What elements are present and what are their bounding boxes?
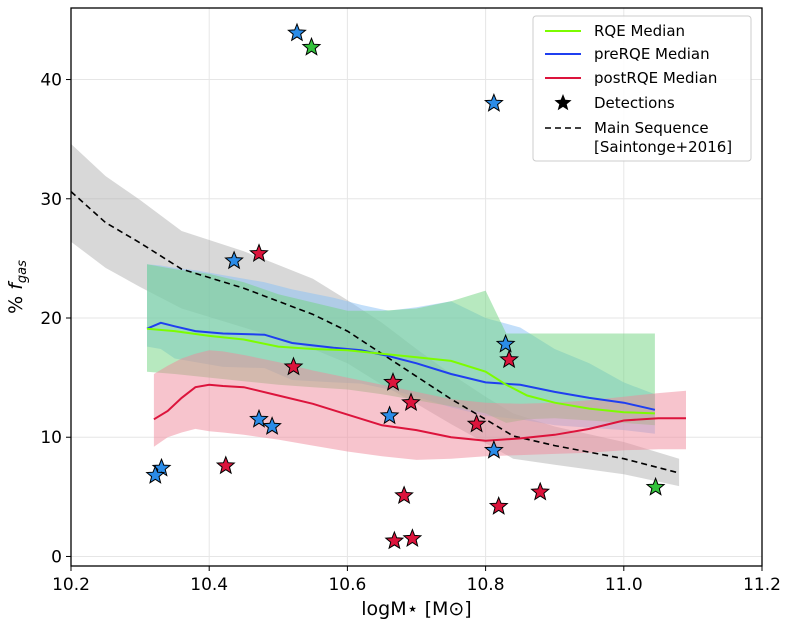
detection-star [384,530,405,550]
detection-star [145,465,166,484]
y-axis-label: % fgas [5,260,30,314]
y-tick-label: 30 [40,190,62,210]
band-rqe-median [147,264,655,426]
x-tick-label: 11.0 [605,575,643,595]
detection-star [287,22,307,42]
detection-star [224,250,244,270]
detection-star [301,36,322,56]
x-tick-label: 10.8 [467,575,505,595]
x-tick-label: 10.2 [52,575,90,595]
y-tick-label: 10 [40,428,62,448]
x-tick-label: 11.2 [743,575,781,595]
band-main-sequence-saintonge-2016- [71,143,680,487]
line-rqe-median [146,327,655,415]
detection-star [483,93,504,112]
legend-label: postRQE Median [594,69,717,87]
band-postrqe-median [153,350,686,460]
detection-stars [145,22,666,550]
legend-label: preRQE Median [594,45,710,63]
legend-star [554,94,572,111]
detection-star [249,408,269,428]
legend-box [532,15,752,162]
plot-frame [70,7,763,567]
median-bands [71,143,686,487]
detection-star [530,481,550,501]
median-lines [70,191,686,474]
detection-star [401,392,421,411]
x-tick-label: 10.6 [328,575,366,595]
detection-star [483,439,504,459]
detection-star [283,356,304,376]
y-tick-label: 0 [51,547,62,567]
y-axis-label-var: f [5,280,27,290]
detection-star [402,528,423,548]
legend: RQE Median preRQE Median postRQE Median Det… [532,15,752,162]
legend-label: Main Sequence [594,119,709,137]
detection-star [394,485,414,504]
detection-star [249,243,269,263]
detection-star [495,333,516,353]
detection-star [466,413,487,433]
axis-ticks: 10.2 10.4 10.6 10.8 11.0 11.2 0 10 20 30 40 [40,71,781,595]
y-axis-label-prefix: % [5,290,27,314]
detection-star [645,476,666,496]
legend-label: RQE Median [594,22,685,40]
detection-star [499,349,520,369]
y-tick-label: 20 [40,309,62,329]
detection-star [383,372,403,391]
y-axis-label-sub: gas [15,260,30,283]
legend-label: Detections [594,94,675,112]
x-tick-label: 10.4 [190,575,228,595]
detection-star [379,405,400,425]
y-tick-label: 40 [40,71,62,91]
x-axis-label: logM⋆ [M⊙] [361,598,471,620]
legend-entries: RQE Median preRQE Median postRQE Median Det… [545,22,732,156]
detection-star [488,496,509,515]
detection-star [262,416,282,435]
legend-label-line2: [Saintonge+2016] [594,138,732,156]
line-postrqe-median [153,383,686,442]
detection-star [215,455,236,475]
